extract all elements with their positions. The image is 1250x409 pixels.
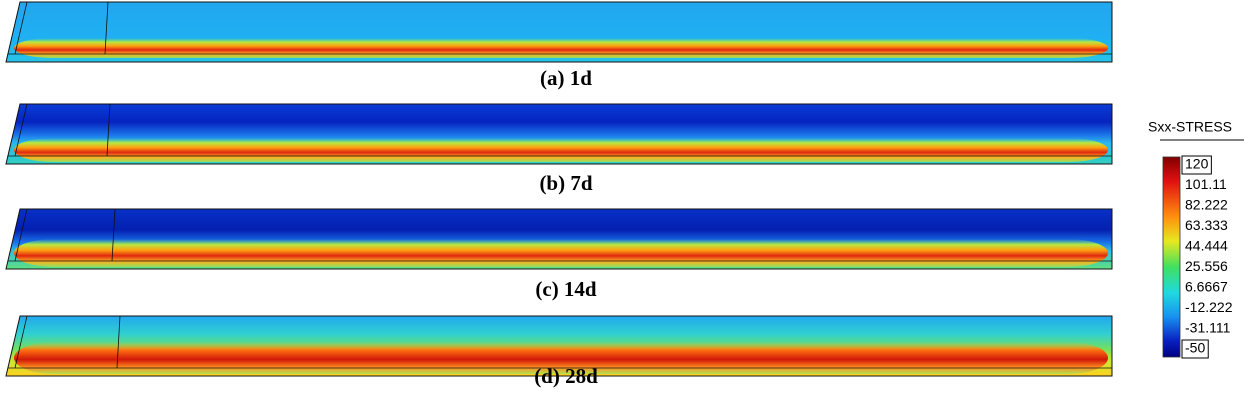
panel-caption: (b) 7d	[539, 171, 592, 195]
colorbar-title: Sxx-STRESS	[1148, 119, 1232, 135]
panel-caption: (c) 14d	[535, 277, 597, 301]
panels	[5, 1, 1113, 377]
contour-panel	[5, 315, 1113, 377]
panel-caption: (d) 28d	[534, 364, 598, 388]
panel-edge	[14, 1, 28, 55]
colorbar-label: 6.6667	[1185, 278, 1228, 294]
colorbar-label: -31.111	[1185, 319, 1231, 335]
label-box	[1181, 339, 1209, 359]
colorbar-label: 120	[1185, 156, 1209, 172]
panel-caption: (a) 1d	[540, 66, 592, 90]
colorbar-label: 82.222	[1185, 197, 1228, 213]
colorbar-label: -12.222	[1185, 299, 1233, 315]
panel-edge	[14, 103, 28, 157]
stress-band	[14, 38, 1108, 58]
contour-panel	[5, 1, 1113, 63]
colorbar: Sxx-STRESS	[1148, 119, 1244, 358]
panel-outline	[5, 315, 1113, 377]
panel-edge	[104, 1, 109, 55]
contour-panel	[5, 103, 1113, 165]
colorbar-label: 63.333	[1185, 217, 1228, 233]
panel-outline	[5, 208, 1113, 270]
stress-band	[14, 138, 1108, 162]
contour-panel	[5, 208, 1113, 270]
panel-edge	[111, 208, 116, 262]
label-box	[1181, 155, 1212, 175]
panel-edge	[116, 315, 121, 369]
colorbar-label: 25.556	[1185, 258, 1228, 274]
panel-outline	[5, 1, 1113, 63]
panel-edge	[14, 208, 28, 262]
panel-outline	[5, 103, 1113, 165]
panel-edge	[14, 315, 28, 369]
stress-band	[14, 342, 1108, 374]
panel-edge	[106, 103, 111, 157]
colorbar-label: 44.444	[1185, 237, 1228, 253]
stress-band	[14, 239, 1108, 267]
colorbar-scale	[1162, 156, 1181, 358]
colorbar-label: -50	[1185, 340, 1205, 356]
colorbar-label: 101.11	[1185, 176, 1227, 192]
